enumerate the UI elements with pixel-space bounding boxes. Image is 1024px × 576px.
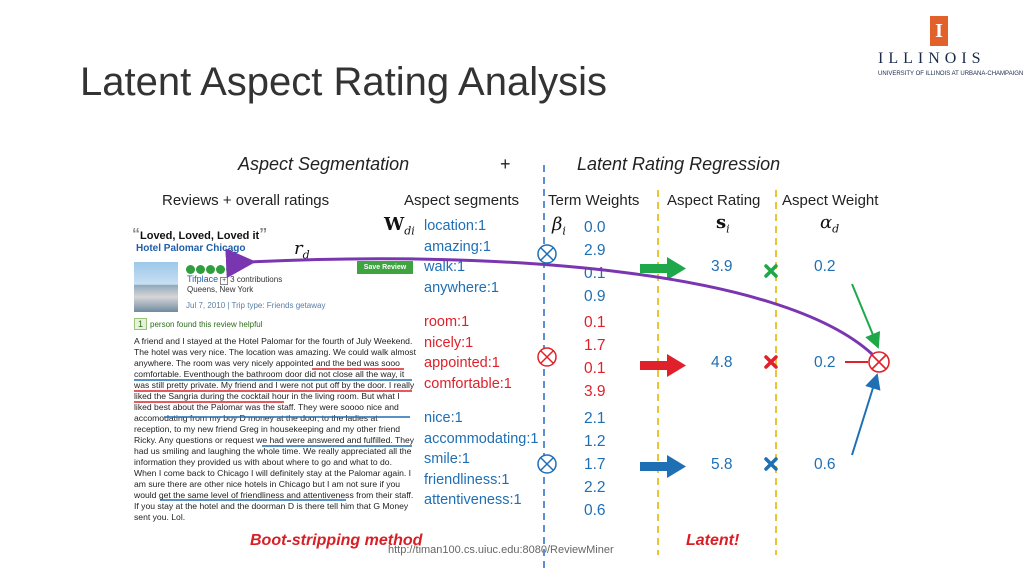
rating-bubble-icon — [206, 265, 215, 274]
aspect-rating-1: 3.9 — [711, 258, 733, 275]
segment-word: accommodating:1 — [424, 430, 539, 447]
alpha-d-symbol: αd — [820, 212, 840, 236]
helpful-line: 1 person found this review helpful — [134, 318, 263, 330]
rating-bubble-icon — [196, 265, 205, 274]
w-di-symbol: Wdi — [384, 214, 415, 238]
quote-close-icon: ” — [259, 226, 268, 243]
blue-x-icon — [764, 457, 778, 471]
latent-rating-regression-header: Latent Rating Regression — [577, 154, 781, 174]
aspect-rating-column-header: Aspect Rating — [667, 192, 761, 209]
green-arrow-icon — [640, 257, 686, 280]
segment-word: smile:1 — [424, 451, 470, 468]
review-title: “Loved, Loved, Loved it” — [132, 226, 267, 244]
s-i-symbol: si — [716, 212, 730, 236]
segment-word: comfortable:1 — [424, 375, 512, 392]
term-weight: 2.2 — [584, 479, 606, 496]
term-weight: 0.0 — [584, 219, 606, 236]
term-weight: 0.1 — [584, 314, 606, 331]
aspect-segment-service: nice:1 accommodating:1 smile:1 friendlin… — [424, 408, 538, 511]
reviewer-location: Queens, New York — [187, 285, 254, 294]
segment-word: appointed:1 — [424, 355, 500, 372]
term-weight: 1.2 — [584, 433, 606, 450]
hotel-name-link[interactable]: Hotel Palomar Chicago — [136, 243, 246, 254]
red-x-icon — [764, 355, 778, 369]
multiply-x-marks — [764, 264, 778, 471]
segment-word: amazing:1 — [424, 238, 491, 255]
segment-word: walk:1 — [424, 259, 466, 276]
term-weight: 2.1 — [584, 410, 606, 427]
blue-aggregation-arrow — [851, 373, 881, 456]
aspect-segment-location: location:1 amazing:1 walk:1 anywhere:1 — [424, 216, 499, 298]
rating-bubble-icon — [216, 265, 225, 274]
term-weight: 0.6 — [584, 502, 606, 519]
illinois-logo-mark: I — [930, 16, 948, 46]
segment-word: room:1 — [424, 314, 470, 330]
term-weight: 2.9 — [584, 242, 606, 259]
aspect-weight-column-header: Aspect Weight — [782, 192, 879, 209]
helpful-count-badge: 1 — [134, 318, 148, 330]
aspect-weight-3: 0.6 — [814, 456, 836, 473]
expand-icon[interactable]: + — [220, 277, 228, 285]
boot-stripping-label: Boot-stripping method — [250, 532, 423, 549]
green-aggregation-arrow — [851, 283, 881, 349]
slide-title: Latent Aspect Rating Analysis — [80, 60, 607, 104]
term-weight: 1.7 — [584, 337, 606, 354]
aspect-rating-3: 5.8 — [711, 456, 733, 473]
reviewer-line: Tifplace + 3 contributions — [187, 274, 283, 285]
review-meta: Jul 7, 2010 | Trip type: Friends getaway — [186, 301, 326, 310]
otimes-icon — [537, 454, 557, 474]
r-d-symbol: rd — [294, 238, 310, 262]
review-title-text: Loved, Loved, Loved it — [140, 230, 260, 242]
segment-word: nicely:1 — [424, 334, 474, 351]
term-weight: 3.9 — [584, 383, 606, 400]
illinois-logo-subtitle: UNIVERSITY OF ILLINOIS AT URBANA-CHAMPAI… — [878, 71, 1024, 77]
review-underlines — [134, 368, 412, 501]
reviewer-photo — [134, 262, 178, 312]
segment-word: location:1 — [424, 218, 487, 234]
purple-feedback-arrow — [225, 248, 874, 356]
multiply-circles-red — [537, 347, 557, 367]
segment-word: friendliness:1 — [424, 471, 510, 488]
segment-word: anywhere:1 — [424, 279, 499, 296]
quote-open-icon: “ — [132, 226, 140, 243]
otimes-icon — [537, 347, 557, 367]
rating-bubble-icon — [186, 265, 195, 274]
illinois-logo-name: ILLINOIS — [878, 50, 986, 67]
review-body: A friend and I stayed at the Hotel Palom… — [134, 336, 416, 522]
plus-sign: + — [500, 154, 511, 174]
aspect-segments-column-header: Aspect segments — [404, 192, 520, 209]
aspect-weight-2: 0.2 — [814, 354, 836, 371]
otimes-icon — [537, 244, 557, 264]
latent-label: Latent! — [686, 532, 740, 549]
reviewminer-url[interactable]: http://timan100.cs.uiuc.edu:8080/ReviewM… — [388, 544, 614, 556]
term-weight: 1.7 — [584, 456, 606, 473]
term-weights-group-2: 0.1 1.7 0.1 3.9 — [584, 311, 606, 403]
green-x-icon — [764, 264, 778, 278]
term-weights-column-header: Term Weights — [548, 192, 640, 209]
multiply-circles-blue — [537, 454, 557, 474]
term-weight: 0.9 — [584, 288, 606, 305]
reviews-column-header: Reviews + overall ratings — [162, 192, 330, 209]
reviewer-contributions: 3 contributions — [230, 275, 283, 284]
helpful-text: person found this review helpful — [150, 320, 263, 329]
final-otimes-icon — [868, 351, 890, 373]
segment-word: nice:1 — [424, 410, 463, 426]
term-weights-group-3: 2.1 1.2 1.7 2.2 0.6 — [584, 407, 606, 522]
save-review-button[interactable]: Save Review — [357, 261, 413, 274]
aspect-weight-1: 0.2 — [814, 258, 836, 275]
segment-word: attentiveness:1 — [424, 492, 522, 509]
aspect-segment-room: room:1 nicely:1 appointed:1 comfortable:… — [424, 312, 512, 394]
term-weight: 0.1 — [584, 360, 606, 377]
blue-arrow-icon — [640, 455, 686, 478]
multiply-circles — [537, 244, 557, 264]
aspect-rating-2: 4.8 — [711, 354, 733, 371]
beta-i-symbol: βi — [552, 214, 566, 238]
reviewer-name-link[interactable]: Tifplace — [187, 274, 219, 284]
red-arrow-icon — [640, 354, 686, 377]
aspect-segmentation-header: Aspect Segmentation — [238, 154, 410, 174]
